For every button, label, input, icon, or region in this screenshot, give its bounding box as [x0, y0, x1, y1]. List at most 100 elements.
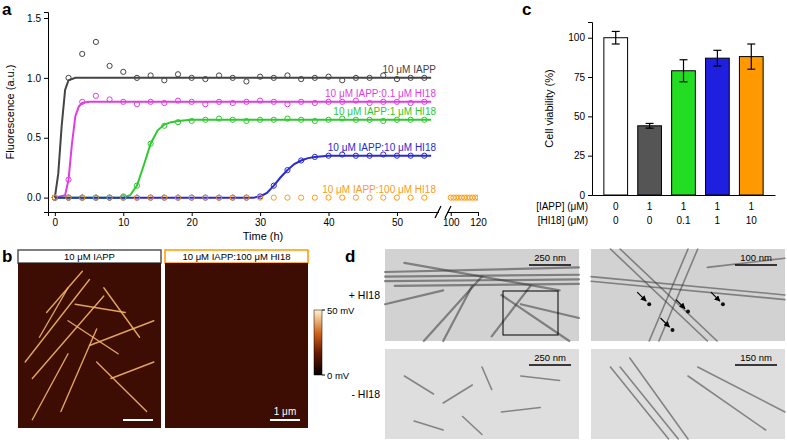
data-point: [134, 102, 139, 107]
data-point: [422, 153, 427, 158]
axis-line: [49, 213, 479, 217]
axis: 01020304050100120: [49, 212, 488, 228]
data-point: [175, 195, 180, 200]
tick-group: 120: [470, 212, 487, 228]
data-point: [52, 195, 57, 200]
panel-label: a: [2, 0, 12, 19]
tick-group: 10: [118, 212, 130, 228]
arrow: [711, 292, 720, 301]
data-point: [162, 123, 167, 128]
tick: [588, 77, 592, 78]
fibril: [395, 284, 579, 286]
table-cell: 1: [715, 201, 721, 212]
data-point: [244, 79, 249, 84]
data-point: [258, 195, 263, 200]
data-point: [80, 195, 85, 200]
tick: [260, 212, 261, 216]
fibril: [521, 304, 579, 318]
row-label: + HI18: [349, 289, 380, 301]
data-point: [189, 99, 194, 104]
tick: [329, 212, 330, 216]
data-point: [203, 102, 208, 107]
tick: [123, 212, 124, 216]
data-point: [66, 75, 71, 80]
error-bar-stem: [751, 44, 752, 69]
data-point: [93, 39, 98, 44]
error-bar-cap: [646, 123, 654, 124]
axis: 0.00.51.01.5: [27, 13, 48, 213]
scale-bar-label: 250 nm: [534, 252, 566, 263]
axis-title: Time (h): [243, 230, 284, 242]
row-label: - HI18: [351, 388, 380, 400]
data-point: [148, 195, 153, 200]
data-point: [340, 195, 345, 200]
fibril: [591, 281, 785, 299]
data-point: [271, 183, 276, 188]
fibril: [501, 295, 569, 341]
image-title: 10 μM IAPP: [64, 251, 115, 262]
fibril: [39, 288, 68, 338]
data-point: [258, 117, 263, 122]
error-bar: [747, 44, 755, 69]
tick: [44, 138, 48, 139]
scale-bar-label: 1 μm: [274, 406, 296, 417]
data-point: [340, 78, 345, 83]
tick-label: 50: [392, 217, 404, 228]
data-point: [353, 75, 358, 80]
fibril: [521, 376, 560, 381]
table-cell: 1: [715, 215, 721, 226]
gold-particle: [670, 328, 674, 332]
axis-line: [593, 195, 776, 196]
data-point: [367, 153, 372, 158]
panel-label: d: [345, 247, 355, 266]
series: [52, 39, 431, 200]
afm-image: 10 μM IAPP:100 μM HI181 μm: [165, 250, 308, 428]
tick: [588, 38, 592, 39]
error-bar-stem: [717, 50, 718, 66]
data-point: [230, 75, 235, 80]
axis-line: [588, 23, 593, 196]
data-point: [422, 117, 427, 122]
gold-particle: [647, 302, 651, 306]
data-point: [189, 118, 194, 123]
error-bar-cap: [713, 65, 721, 66]
scale-bar: [270, 419, 300, 421]
fibril: [404, 376, 433, 394]
data-point: [134, 195, 139, 200]
tick-label: 100: [568, 32, 585, 43]
data-point: [422, 195, 427, 200]
data-point: [203, 195, 208, 200]
data-point: [148, 99, 153, 104]
data-point: [244, 118, 249, 123]
tick-label: 10: [118, 217, 130, 228]
data-point: [312, 100, 317, 105]
data-point: [80, 195, 85, 200]
table-cell: 1: [681, 201, 687, 212]
fibril: [47, 271, 83, 312]
data-point: [134, 75, 139, 80]
error-bar-cap: [747, 43, 755, 44]
error-bar: [612, 31, 620, 44]
tick: [588, 195, 592, 196]
data-point: [271, 195, 276, 200]
panel-label: b: [2, 247, 12, 266]
data-point: [175, 72, 180, 77]
fibril: [75, 304, 125, 312]
fibril: [463, 417, 482, 435]
data-point: [244, 195, 249, 200]
tick-label: 0: [53, 217, 59, 228]
data-point: [312, 75, 317, 80]
data-point: [367, 75, 372, 80]
data-point: [134, 183, 139, 188]
data-point: [367, 117, 372, 122]
data-point: [230, 117, 235, 122]
fibril: [385, 267, 579, 272]
colorbar: [314, 310, 322, 375]
data-point: [121, 195, 126, 200]
data-point: [422, 99, 427, 104]
afm-image: 10 μM IAPP: [18, 250, 161, 428]
tick: [192, 212, 193, 216]
fibril: [649, 249, 688, 341]
fibril: [424, 277, 482, 341]
data-point: [285, 167, 290, 172]
